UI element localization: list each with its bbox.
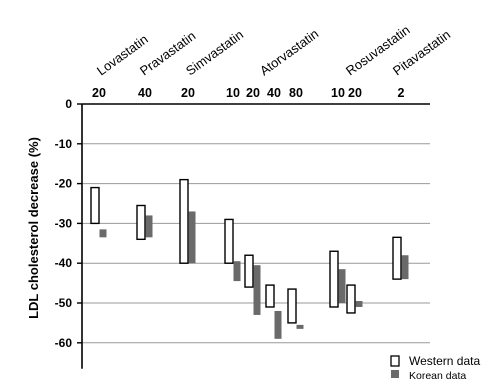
legend-swatch-korean — [391, 370, 399, 378]
dose-label: 80 — [289, 86, 303, 100]
dose-label: 40 — [267, 86, 281, 100]
dose-label: 20 — [246, 86, 260, 100]
western-range-bar — [136, 204, 146, 241]
korean-range-bar — [253, 265, 261, 315]
legend-label-western: Western data — [409, 354, 480, 368]
korean-range-bar — [401, 255, 409, 280]
korean-range-bar — [274, 310, 282, 339]
legend-swatch-western — [390, 355, 400, 367]
korean-range-bar — [233, 261, 241, 282]
dose-label: 10 — [331, 86, 345, 100]
western-range-bar — [90, 186, 100, 225]
y-tick-label: -60 — [55, 336, 73, 350]
y-tick-label: -10 — [55, 137, 73, 151]
range-bars — [90, 178, 409, 339]
y-tick-label: -20 — [55, 177, 73, 191]
dose-label: 40 — [138, 86, 152, 100]
western-range-bar — [287, 288, 297, 324]
legend: Western data Korean data — [390, 354, 480, 382]
y-tick-label: -50 — [55, 296, 73, 310]
korean-range-bar — [338, 269, 346, 303]
dose-label: 20 — [92, 86, 106, 100]
korean-range-bar — [99, 229, 107, 238]
korean-range-bar — [188, 211, 196, 264]
y-tick-label: -40 — [55, 256, 73, 270]
western-range-bar — [346, 284, 356, 314]
dose-label: 20 — [181, 86, 195, 100]
western-range-bar — [179, 178, 189, 264]
western-range-bar — [244, 254, 254, 288]
y-axis-title: LDL cholesterol decrease (%) — [26, 137, 41, 319]
korean-range-bar — [296, 324, 304, 329]
y-tick-label: 0 — [65, 97, 72, 111]
western-range-bar — [329, 250, 339, 308]
dose-labels: 20 40 20 10 20 40 80 10 20 2 — [92, 86, 404, 100]
dose-label: 2 — [398, 86, 405, 100]
western-range-bar — [224, 218, 234, 264]
western-range-bar — [392, 236, 402, 280]
dose-label: 10 — [226, 86, 240, 100]
western-range-bar — [265, 284, 275, 308]
dose-label: 20 — [348, 86, 362, 100]
y-axis: 0 -10 -20 -30 -40 -50 -60 — [55, 97, 430, 369]
korean-range-bar — [145, 215, 153, 238]
y-tick-label: -30 — [55, 216, 73, 230]
drug-label: Atorvastatin — [257, 26, 321, 78]
legend-label-korean: Korean data — [409, 370, 466, 382]
korean-range-bar — [355, 301, 363, 307]
